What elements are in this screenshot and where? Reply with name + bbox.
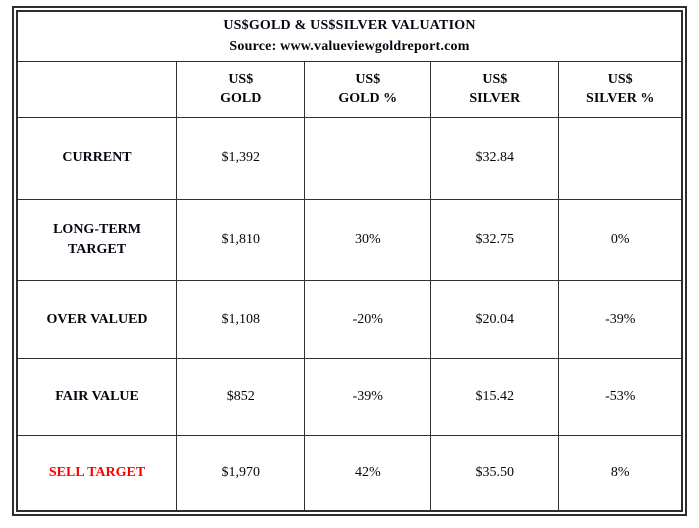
silver-pct-cell: -53% (558, 358, 683, 437)
row-label-cell: OVER VALUED (16, 280, 178, 360)
column-header-silver: US$ SILVER (430, 60, 560, 118)
row-label-cell: CURRENT (16, 116, 178, 200)
silver-value-cell: $32.75 (430, 198, 560, 282)
gold-value-cell: $1,108 (176, 280, 306, 360)
table-row-fair-value: FAIR VALUE $852 -39% $15.42 -53% (16, 358, 683, 437)
silver-pct-cell: -39% (558, 280, 683, 360)
table-title-row: US$GOLD & US$SILVER VALUATION Source: ww… (16, 10, 683, 62)
row-label-cell: FAIR VALUE (16, 358, 178, 437)
gold-value-cell: $1,970 (176, 435, 306, 512)
table-row-sell-target: SELL TARGET $1,970 42% $35.50 8% (16, 435, 683, 512)
table-title: US$GOLD & US$SILVER VALUATION (223, 18, 476, 34)
gold-pct-cell: 30% (304, 198, 432, 282)
table-source: Source: www.valueviewgoldreport.com (229, 39, 470, 55)
column-header-row: US$ GOLD US$ GOLD % US$ SILVER US$ SILVE… (16, 60, 683, 118)
corner-cell (16, 60, 178, 118)
gold-value-cell: $1,810 (176, 198, 306, 282)
gold-pct-cell: -39% (304, 358, 432, 437)
valuation-table: US$GOLD & US$SILVER VALUATION Source: ww… (16, 10, 683, 512)
gold-pct-cell: -20% (304, 280, 432, 360)
table-row-long-term-target: LONG-TERM TARGET $1,810 30% $32.75 0% (16, 198, 683, 282)
silver-pct-cell (558, 116, 683, 200)
gold-pct-cell: 42% (304, 435, 432, 512)
gold-value-cell: $852 (176, 358, 306, 437)
column-header-silver-pct: US$ SILVER % (558, 60, 683, 118)
table-row-current: CURRENT $1,392 $32.84 (16, 116, 683, 200)
silver-value-cell: $20.04 (430, 280, 560, 360)
column-header-gold: US$ GOLD (176, 60, 306, 118)
column-header-gold-pct: US$ GOLD % (304, 60, 432, 118)
silver-value-cell: $32.84 (430, 116, 560, 200)
row-label-cell: LONG-TERM TARGET (16, 198, 178, 282)
valuation-table-frame: US$GOLD & US$SILVER VALUATION Source: ww… (12, 6, 687, 516)
silver-pct-cell: 8% (558, 435, 683, 512)
table-title-cell: US$GOLD & US$SILVER VALUATION Source: ww… (16, 10, 683, 62)
row-label-cell: SELL TARGET (16, 435, 178, 512)
table-row-over-valued: OVER VALUED $1,108 -20% $20.04 -39% (16, 280, 683, 360)
silver-value-cell: $35.50 (430, 435, 560, 512)
silver-value-cell: $15.42 (430, 358, 560, 437)
silver-pct-cell: 0% (558, 198, 683, 282)
gold-value-cell: $1,392 (176, 116, 306, 200)
gold-pct-cell (304, 116, 432, 200)
